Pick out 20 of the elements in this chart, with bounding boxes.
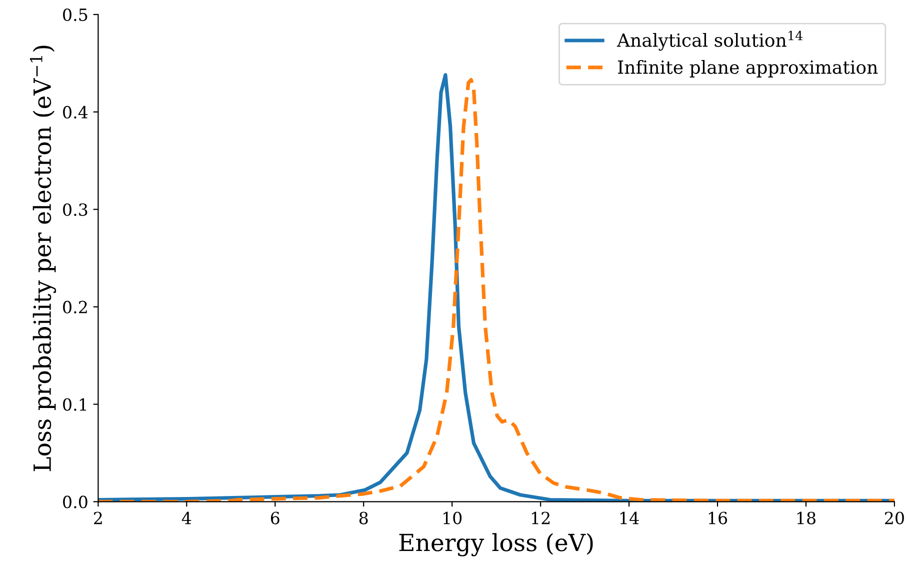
x-tick-label: 4 — [182, 512, 192, 524]
x-tick-label: 12 — [532, 512, 550, 524]
y-tick-label: 0.0 — [63, 496, 88, 508]
x-tick-label: 6 — [270, 512, 280, 524]
y-tick-label: 0.1 — [63, 398, 86, 411]
y-tick-label: 0.4 — [63, 106, 88, 119]
legend-label: Analytical solution$^{14}$ — [616, 30, 802, 51]
y-tick-label: 0.2 — [63, 300, 87, 314]
x-tick-label: 8 — [359, 512, 368, 524]
x-tick-label: 14 — [620, 512, 639, 524]
x-tick-label: 16 — [708, 512, 728, 524]
legend-label: Infinite plane approximation — [618, 60, 878, 78]
x-tick-label: 18 — [797, 512, 816, 524]
x-tick-label: 2 — [94, 512, 102, 524]
y-tick-label: 0.3 — [63, 203, 88, 216]
y-axis-title: Loss probability per electron (eV$^{−1}$) — [30, 46, 56, 472]
x-axis-title: Energy loss (eV) — [399, 533, 593, 556]
x-tick-label: 20 — [884, 512, 904, 524]
y-tick-label: 0.5 — [63, 8, 88, 22]
x-tick-label: 10 — [444, 512, 462, 524]
